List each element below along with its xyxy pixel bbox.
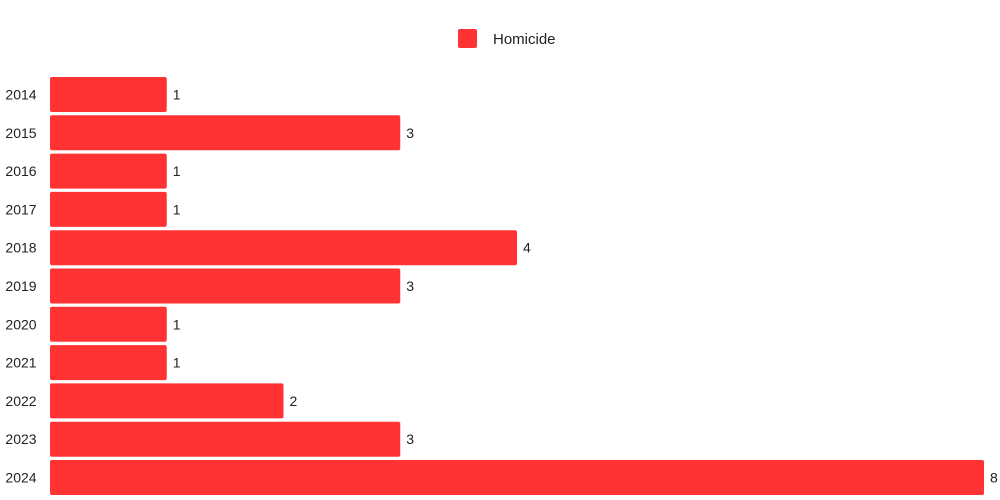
y-tick-label: 2015 (5, 125, 36, 141)
y-tick-label: 2023 (5, 431, 36, 447)
y-tick-label: 2021 (5, 355, 36, 371)
data-label: 4 (523, 240, 531, 256)
bar-2017 (50, 191, 167, 227)
y-tick-label: 2020 (5, 316, 36, 332)
bar-2018 (50, 230, 517, 266)
data-label: 1 (173, 355, 181, 371)
data-label: 3 (406, 278, 414, 294)
bar-2019 (50, 268, 401, 304)
data-label: 3 (406, 431, 414, 447)
data-label: 1 (173, 316, 181, 332)
y-tick-label: 2014 (5, 87, 36, 103)
data-label: 3 (406, 125, 414, 141)
y-tick-label: 2017 (5, 201, 36, 217)
data-label: 1 (173, 201, 181, 217)
bar-2021 (50, 345, 167, 381)
bar-2023 (50, 421, 401, 457)
bar-2022 (50, 383, 284, 419)
y-tick-label: 2019 (5, 278, 36, 294)
data-label: 8 (990, 470, 998, 486)
plot-area: 2014 1 2015 3 2016 1 2017 1 2018 4 2019 3 2020 1 2021 1… (5, 77, 998, 495)
y-tick-label: 2018 (5, 240, 36, 256)
legend-label-homicide: Homicide (493, 31, 556, 48)
y-tick-label: 2024 (5, 470, 36, 486)
bar-2020 (50, 306, 167, 342)
bar-2014 (50, 77, 167, 112)
data-label: 2 (290, 393, 298, 409)
data-label: 1 (173, 163, 181, 179)
y-tick-label: 2022 (5, 393, 36, 409)
y-tick-label: 2016 (5, 163, 36, 179)
chart-legend: Homicide (458, 29, 556, 48)
bar-2015 (50, 115, 401, 151)
legend-swatch-homicide (458, 29, 477, 48)
bar-2016 (50, 153, 167, 189)
data-label: 1 (173, 87, 181, 103)
bar-2024 (50, 460, 984, 495)
